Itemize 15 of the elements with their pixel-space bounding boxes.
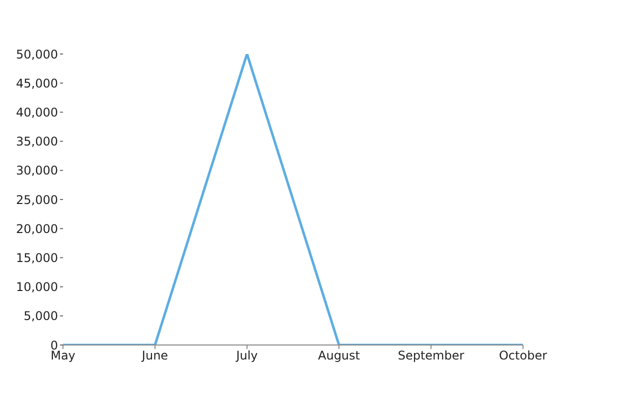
y-tick-label: 5,000 — [24, 309, 58, 324]
y-tick-label: 50,000 — [16, 47, 58, 62]
x-tick-label: September — [398, 348, 464, 363]
x-tick-label: July — [235, 348, 258, 363]
y-tick-label: 15,000 — [16, 250, 58, 265]
x-tick-label: June — [140, 348, 168, 363]
y-tick-label: 40,000 — [16, 105, 58, 120]
y-tick-label: 25,000 — [16, 192, 58, 207]
x-tick-label: August — [318, 348, 360, 363]
y-tick-label: 30,000 — [16, 164, 58, 178]
y-tick-label: 35,000 — [16, 134, 58, 149]
y-tick-label: 10,000 — [16, 280, 58, 294]
y-tick-label: 20,000 — [16, 222, 58, 236]
y-tick-label: 45,000 — [16, 76, 58, 90]
x-tick-label: October — [498, 348, 548, 363]
